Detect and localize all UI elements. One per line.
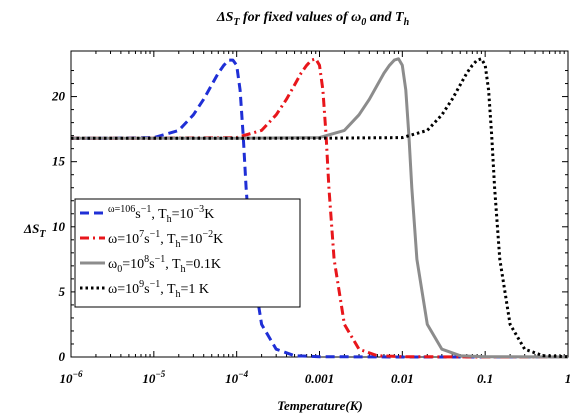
y-tick-label: 5 [59,284,66,299]
series-curves [71,57,569,359]
legend: ω=106s−1, Th=10−3K ω=107s−1, Th=10−2K ω0=1… [74,198,301,308]
chart-title: ΔST for fixed values of ω0 and Th [216,10,410,28]
series-line-1 [71,58,568,359]
x-tick-label: 0.001 [305,371,334,386]
legend-box [74,198,301,308]
x-axis-label: Temperature(K) [277,398,362,413]
axis-tick-labels: 0 5 10 15 20 10−6 10−5 10−4 0.001 0.01 0.1 1 [51,89,571,386]
x-tick-label: 10−5 [142,369,165,386]
y-axis-label: ΔST [23,221,46,240]
legend-label-1: ω=106s−1, Th=10−3K [108,204,214,225]
x-tick-label: 0.1 [477,371,493,386]
y-tick-label: 20 [51,89,66,104]
series-line-2 [71,57,568,359]
x-tick-label: 10−6 [60,369,83,386]
series-line-4 [71,57,569,359]
y-tick-label: 15 [52,154,66,169]
series-line-3 [71,57,569,359]
x-tick-label: 10−4 [225,369,248,386]
x-tick-label: 1 [565,371,571,386]
x-tick-label: 0.01 [391,371,414,386]
legend-label-2: ω=107s−1, Th=10−2K [108,229,223,250]
y-tick-label: 0 [59,349,66,364]
legend-label-4: ω=109s−1, Th=1 K [108,279,209,300]
legend-label-3: ω0=108s−1, Th=0.1K [108,254,221,275]
y-tick-label: 10 [52,219,66,234]
